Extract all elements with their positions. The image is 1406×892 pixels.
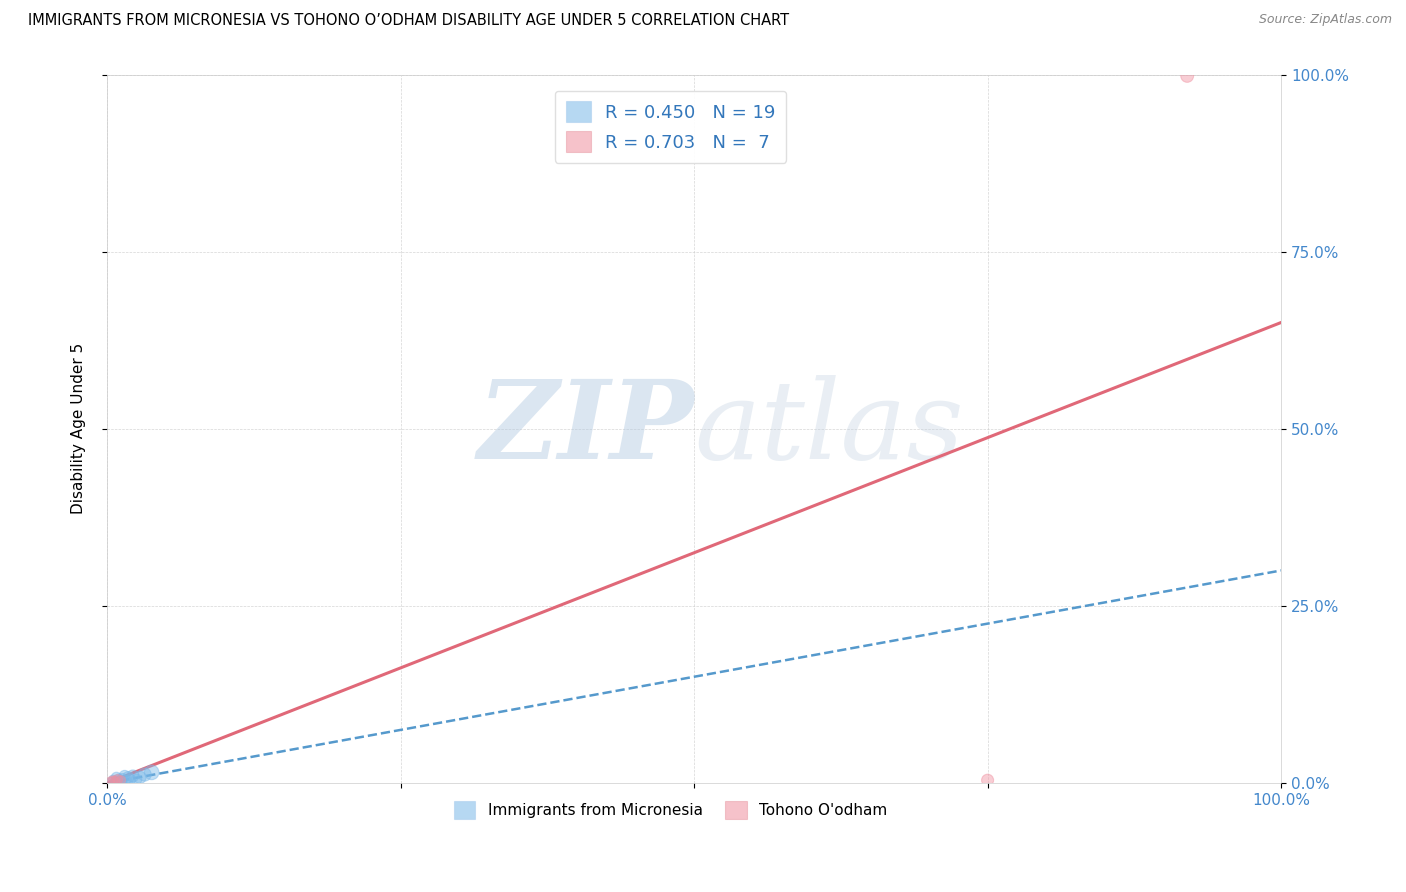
- Point: [107, 773, 129, 788]
- Point: [100, 773, 122, 788]
- Point: [110, 773, 132, 788]
- Point: [976, 773, 998, 788]
- Point: [117, 770, 139, 784]
- Point: [105, 770, 128, 784]
- Y-axis label: Disability Age Under 5: Disability Age Under 5: [72, 343, 86, 515]
- Point: [111, 772, 134, 786]
- Point: [115, 773, 138, 788]
- Point: [114, 769, 136, 783]
- Text: atlas: atlas: [695, 375, 963, 483]
- Text: Source: ZipAtlas.com: Source: ZipAtlas.com: [1258, 13, 1392, 27]
- Point: [1175, 69, 1198, 83]
- Point: [125, 772, 148, 787]
- Point: [100, 773, 122, 788]
- Point: [103, 774, 125, 789]
- Point: [122, 769, 145, 783]
- Text: ZIP: ZIP: [478, 375, 695, 483]
- Point: [141, 765, 163, 780]
- Point: [101, 773, 124, 788]
- Legend: Immigrants from Micronesia, Tohono O'odham: Immigrants from Micronesia, Tohono O'odh…: [447, 795, 893, 825]
- Text: IMMIGRANTS FROM MICRONESIA VS TOHONO O’ODHAM DISABILITY AGE UNDER 5 CORRELATION : IMMIGRANTS FROM MICRONESIA VS TOHONO O’O…: [28, 13, 789, 29]
- Point: [107, 772, 129, 787]
- Point: [104, 773, 127, 788]
- Point: [110, 774, 132, 789]
- Point: [108, 773, 131, 788]
- Point: [120, 772, 142, 787]
- Point: [108, 772, 131, 786]
- Point: [129, 770, 152, 784]
- Point: [104, 773, 127, 788]
- Point: [134, 767, 156, 781]
- Point: [101, 772, 124, 787]
